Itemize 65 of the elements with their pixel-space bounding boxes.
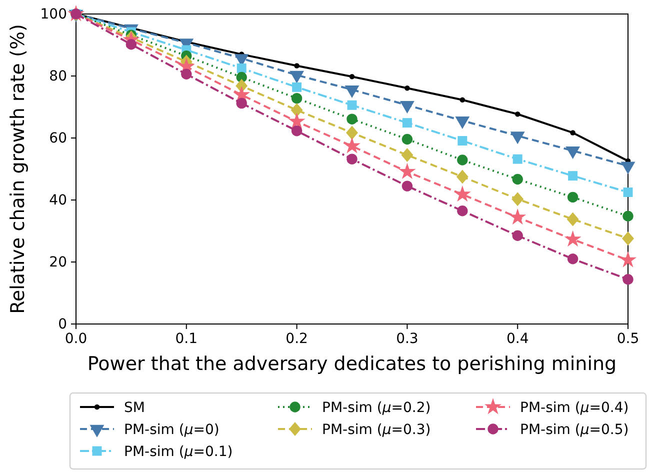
point (294, 63, 300, 68)
legend-label: PM-sim (μ=0.4) (520, 400, 629, 416)
x-tick-label: 0.4 (506, 330, 529, 347)
point (402, 118, 412, 128)
point (457, 154, 468, 166)
point (290, 103, 303, 118)
y-tick-label: 60 (49, 130, 67, 146)
x-tick-label: 0.3 (396, 330, 418, 347)
point (456, 170, 468, 184)
point (512, 230, 523, 241)
y-tick-label: 20 (49, 254, 67, 270)
point (509, 208, 526, 225)
point (568, 171, 578, 181)
point (404, 85, 410, 91)
point (401, 148, 414, 162)
point (460, 97, 466, 103)
x-tick-label: 0.2 (286, 330, 308, 347)
legend-label: PM-sim (μ=0) (124, 422, 220, 438)
point (570, 130, 576, 136)
point (567, 254, 578, 264)
point (349, 74, 355, 80)
point (398, 162, 416, 180)
legend-label: PM-sim (μ=0.1) (124, 444, 233, 460)
point (291, 92, 302, 104)
y-axis-title: Relative chain growth rate (%) (7, 24, 29, 314)
legend-label: SM (124, 400, 145, 416)
x-tick-label: 0.1 (175, 330, 198, 347)
point (236, 98, 247, 109)
point (402, 134, 413, 145)
y-tick-label: 100 (40, 6, 67, 22)
point (512, 192, 524, 206)
point (623, 188, 633, 197)
point (346, 114, 358, 124)
point (454, 185, 471, 202)
point (622, 210, 634, 222)
point (347, 100, 357, 110)
y-tick-label: 0 (58, 316, 67, 332)
point (457, 206, 468, 216)
point (512, 154, 522, 164)
point (567, 192, 578, 203)
point (291, 126, 302, 136)
point (346, 154, 358, 164)
x-axis-title: Power that the adversary dedicates to perishing mining (87, 353, 617, 375)
point (346, 126, 358, 140)
point (458, 136, 468, 146)
point (566, 212, 579, 226)
x-tick-label: 0.5 (616, 330, 640, 347)
point (622, 274, 634, 285)
x-tick-label: 0.0 (64, 330, 88, 347)
point (343, 137, 361, 154)
point (564, 230, 582, 247)
point (236, 64, 246, 73)
legend-label: PM-sim (μ=0.5) (520, 422, 629, 438)
point (288, 112, 306, 129)
point (292, 82, 302, 92)
point (181, 68, 192, 80)
point (619, 251, 637, 268)
legend-label: PM-sim (μ=0.2) (322, 400, 431, 416)
legend-label: PM-sim (μ=0.3) (322, 422, 431, 438)
point (512, 174, 523, 185)
y-tick-label: 80 (49, 68, 67, 84)
point (622, 231, 634, 246)
y-tick-label: 40 (49, 192, 67, 208)
point (402, 180, 413, 192)
point (514, 111, 520, 117)
